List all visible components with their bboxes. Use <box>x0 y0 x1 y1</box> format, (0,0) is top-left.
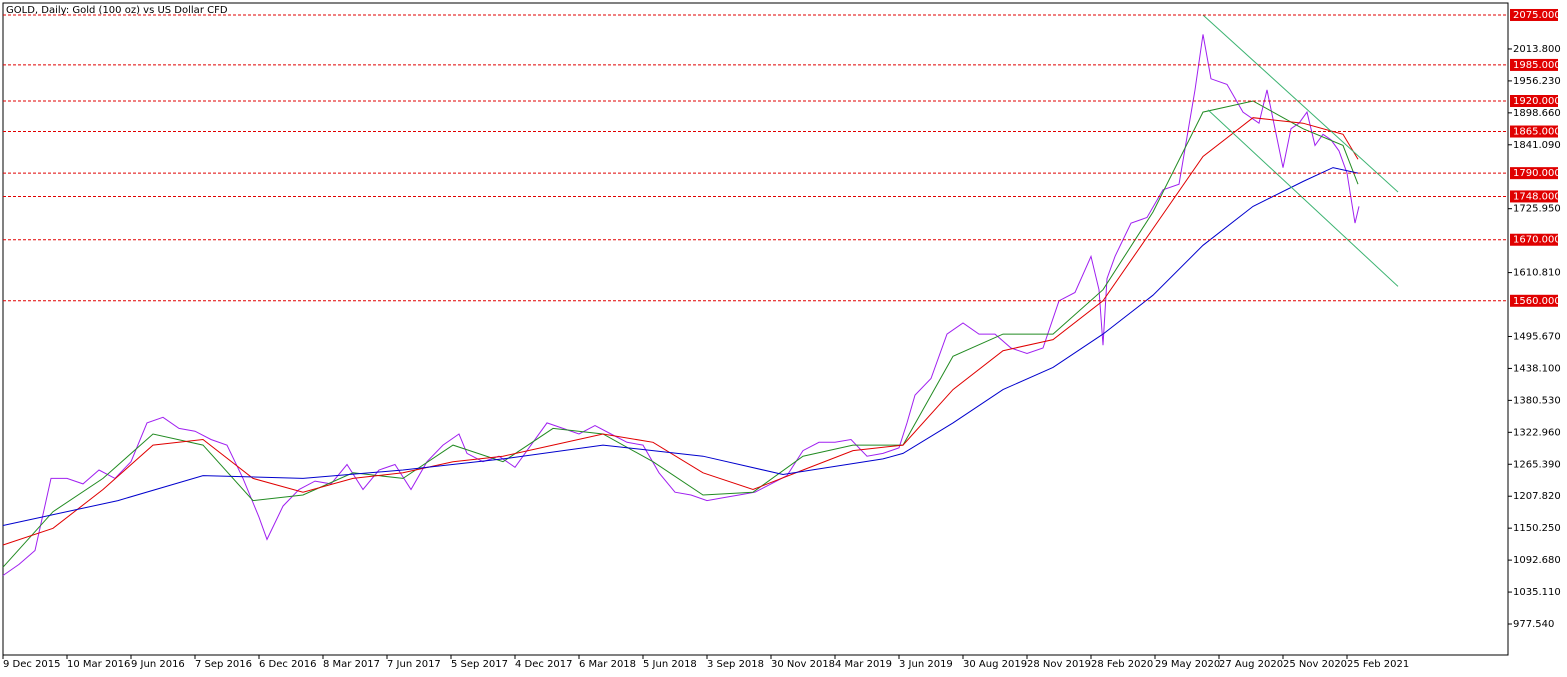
x-tick-label: 7 Sep 2016 <box>195 659 252 670</box>
level-label-box <box>1510 233 1558 246</box>
level-label-box <box>1510 294 1558 307</box>
x-tick-label: 9 Dec 2015 <box>3 659 61 670</box>
y-tick-label: 977.540 <box>1513 619 1554 630</box>
x-tick-label: 10 Mar 2016 <box>67 659 130 670</box>
x-tick-label: 28 Feb 2020 <box>1091 659 1153 670</box>
y-tick-label: 1610.810 <box>1513 268 1561 279</box>
y-tick-label: 2013.800 <box>1513 44 1561 55</box>
x-tick-label: 25 Nov 2020 <box>1283 659 1347 670</box>
y-tick-label: 1035.110 <box>1513 587 1561 598</box>
y-tick-label: 1841.090 <box>1513 140 1561 151</box>
level-label: 1748.000 <box>1513 191 1561 202</box>
level-label: 1790.000 <box>1513 168 1561 179</box>
moving-average <box>2 167 1359 526</box>
y-tick-label: 1438.100 <box>1513 363 1561 374</box>
y-tick-label: 1150.250 <box>1513 523 1561 534</box>
y-tick-label: 1380.530 <box>1513 395 1561 406</box>
y-tick-label: 1207.820 <box>1513 491 1561 502</box>
level-label-box <box>1510 95 1558 108</box>
x-tick-label: 30 Aug 2019 <box>963 659 1027 670</box>
x-tick-label: 7 Jun 2017 <box>387 659 441 670</box>
level-label: 1865.000 <box>1513 127 1561 138</box>
level-label-box <box>1510 8 1558 21</box>
level-label-box <box>1510 190 1558 203</box>
x-tick-label: 30 Nov 2018 <box>771 659 835 670</box>
level-label-box <box>1510 58 1558 71</box>
y-tick-label: 1322.960 <box>1513 427 1561 438</box>
y-tick-label: 1092.680 <box>1513 555 1561 566</box>
level-label-box <box>1510 125 1558 138</box>
moving-average <box>2 100 1359 568</box>
level-label: 1670.000 <box>1513 235 1561 246</box>
x-tick-label: 3 Sep 2018 <box>707 659 764 670</box>
x-tick-label: 5 Jun 2018 <box>643 659 697 670</box>
level-label: 1920.000 <box>1513 96 1561 107</box>
x-tick-label: 28 Nov 2019 <box>1027 659 1091 670</box>
x-tick-label: 29 May 2020 <box>1155 659 1220 670</box>
x-tick-label: 8 Mar 2017 <box>323 659 380 670</box>
level-label-box <box>1510 167 1558 180</box>
price-line <box>2 34 1360 576</box>
x-tick-label: 6 Dec 2016 <box>259 659 317 670</box>
level-label: 1560.000 <box>1513 296 1561 307</box>
x-tick-label: 25 Feb 2021 <box>1347 659 1409 670</box>
level-label: 2075.000 <box>1513 10 1561 21</box>
moving-average <box>2 117 1359 546</box>
x-tick-label: 9 Jun 2016 <box>131 659 185 670</box>
y-tick-label: 1495.670 <box>1513 331 1561 342</box>
chart-title: GOLD, Daily: Gold (100 oz) vs US Dollar … <box>6 5 228 16</box>
plot-frame <box>2 2 1509 656</box>
x-tick-label: 4 Dec 2017 <box>515 659 573 670</box>
x-tick-label: 6 Mar 2018 <box>579 659 636 670</box>
level-label: 1985.000 <box>1513 60 1561 71</box>
x-tick-label: 5 Sep 2017 <box>451 659 508 670</box>
trend-line <box>1207 109 1399 287</box>
x-tick-label: 3 Jun 2019 <box>899 659 953 670</box>
y-tick-label: 1898.660 <box>1513 108 1561 119</box>
x-tick-label: 4 Mar 2019 <box>835 659 892 670</box>
y-tick-label: 1956.230 <box>1513 76 1561 87</box>
trend-line <box>1202 14 1399 193</box>
x-tick-label: 27 Aug 2020 <box>1219 659 1283 670</box>
y-tick-label: 1725.950 <box>1513 204 1561 215</box>
y-tick-label: 1265.390 <box>1513 459 1561 470</box>
